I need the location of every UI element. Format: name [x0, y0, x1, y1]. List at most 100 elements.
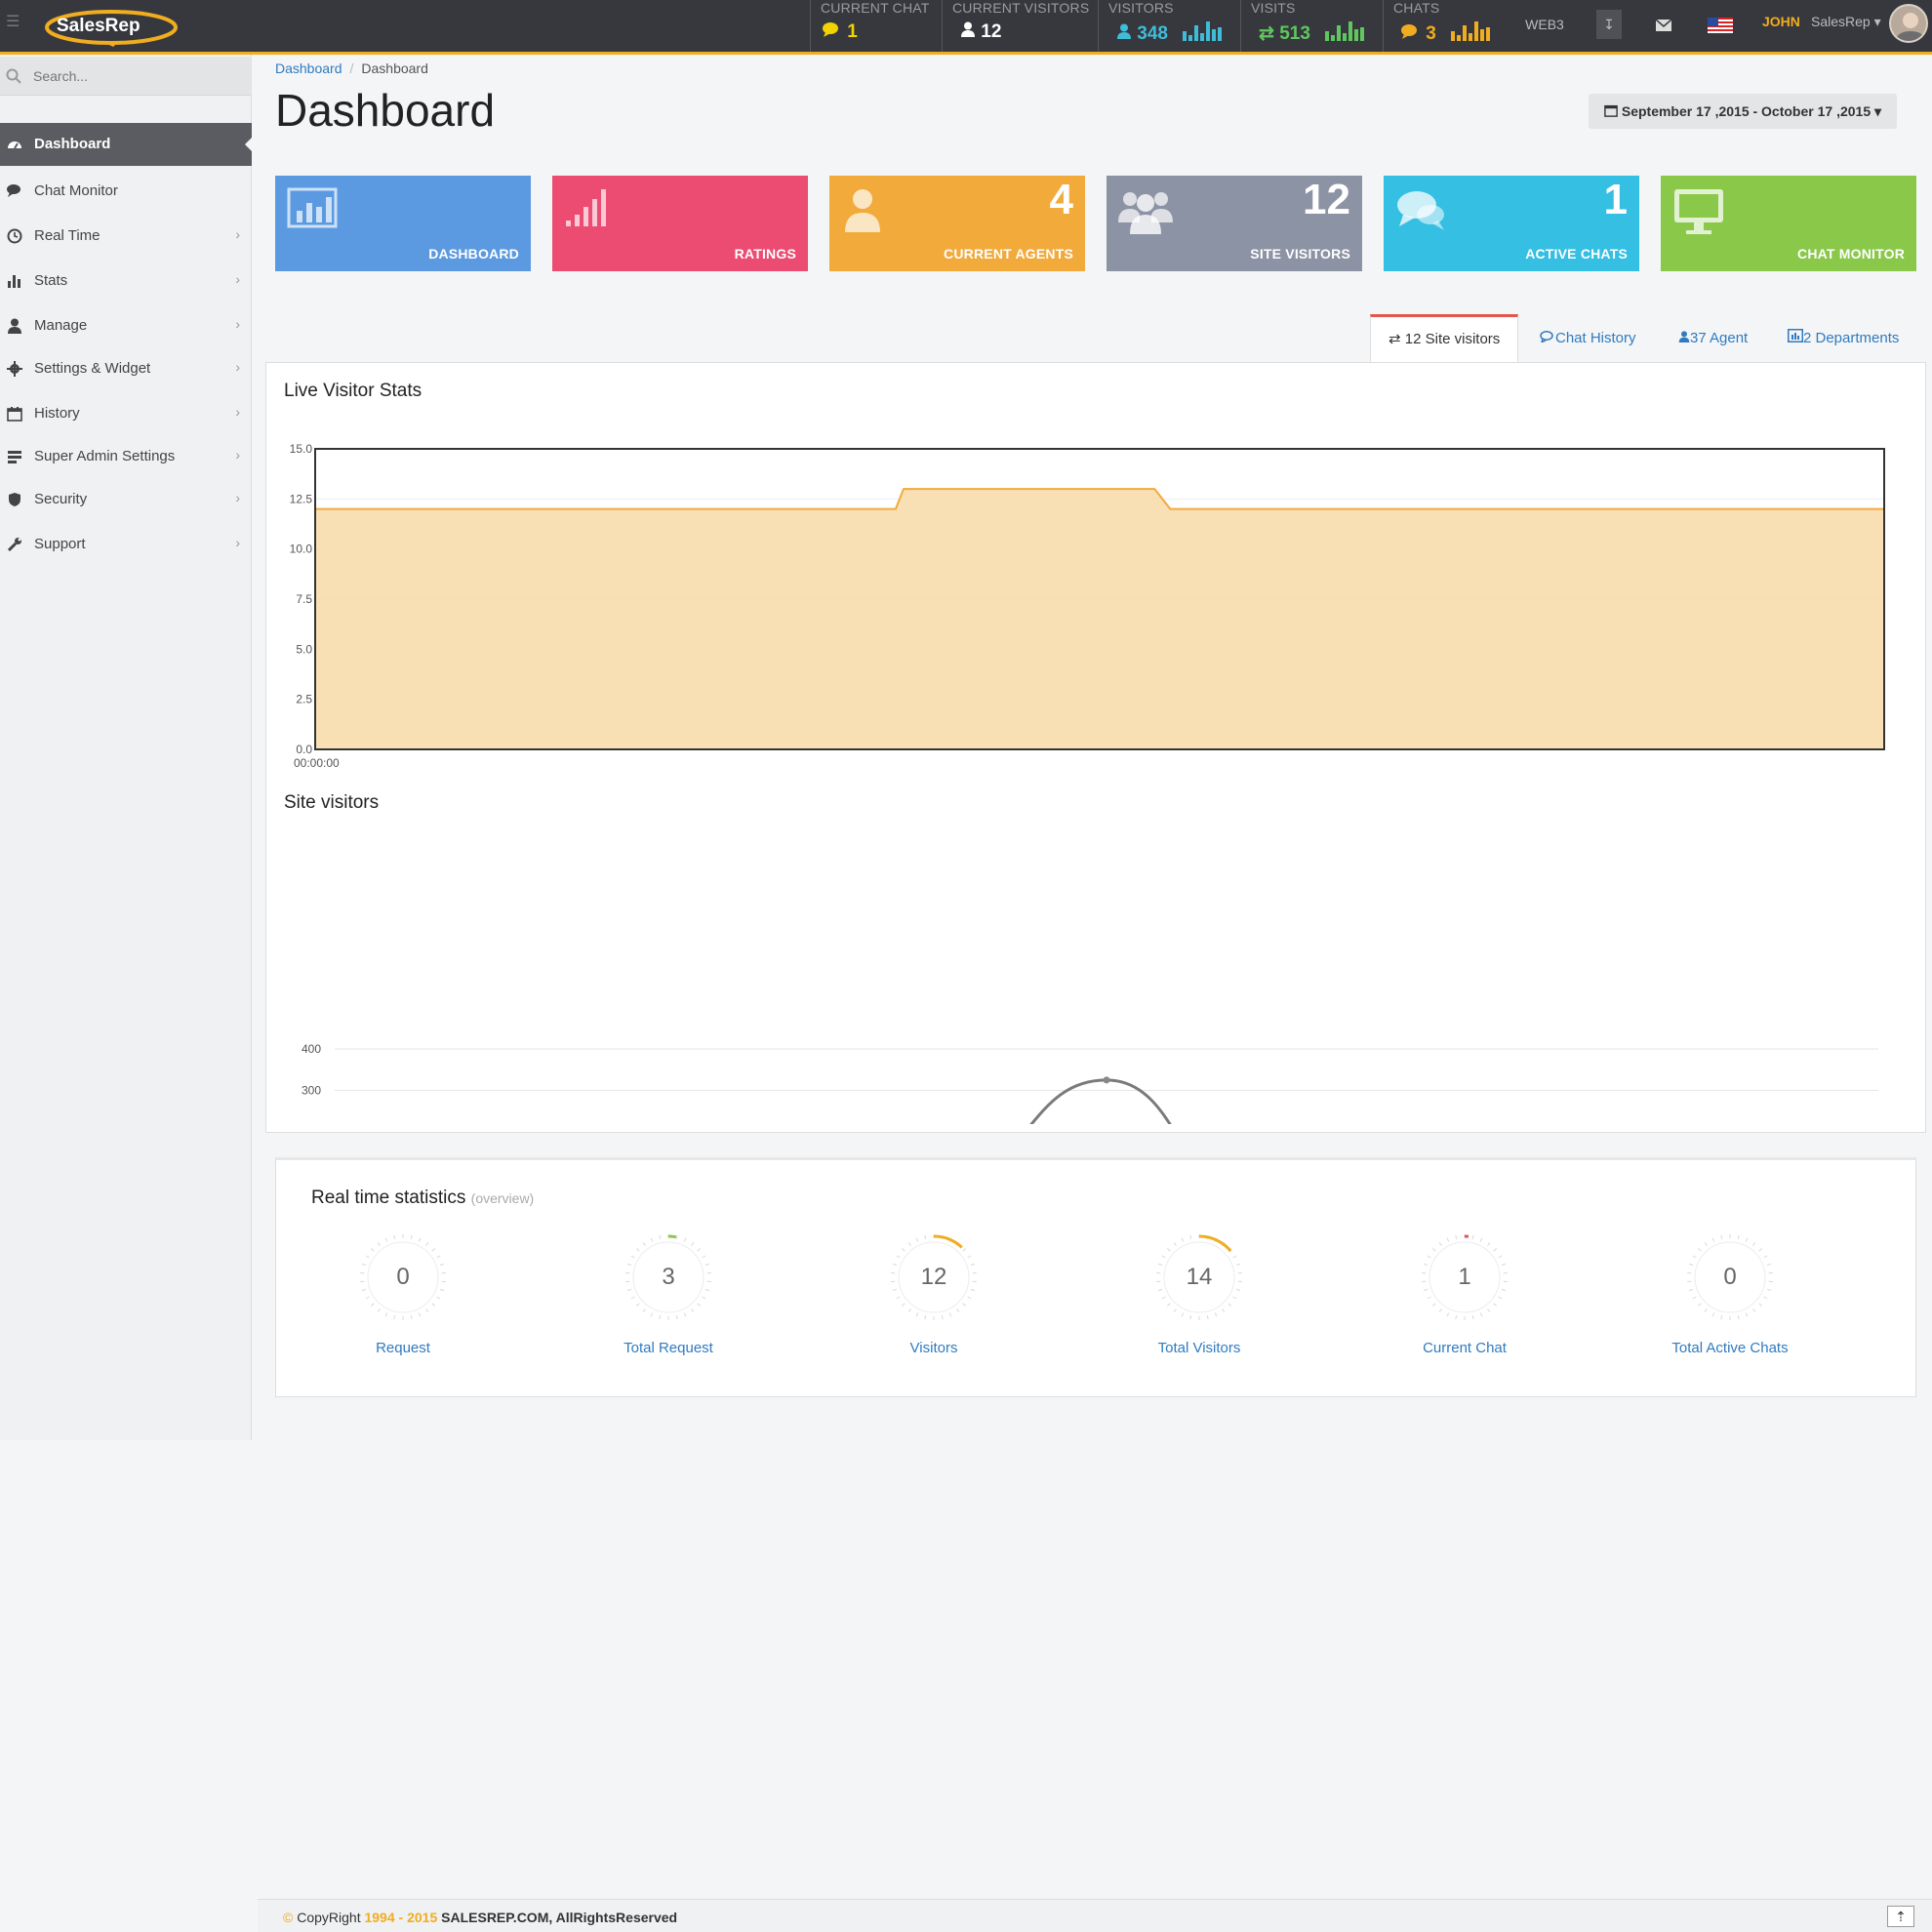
footer: © CopyRight 1994 - 2015 SALESREP.COM, Al…: [258, 1899, 1932, 1932]
sidebar-item-security[interactable]: Security ›: [0, 478, 252, 521]
knob-tick: [1235, 1263, 1241, 1267]
knob-tick: [1446, 1312, 1450, 1317]
tile-site-visitors[interactable]: 12 SITE VISITORS: [1107, 176, 1362, 271]
knob-tick: [1423, 1263, 1429, 1267]
tile-active-chats[interactable]: 1 ACTIVE CHATS: [1384, 176, 1639, 271]
tile-ratings[interactable]: RATINGS: [552, 176, 808, 271]
search-input[interactable]: [31, 64, 236, 88]
knob-label[interactable]: Total Visitors: [1157, 1340, 1241, 1356]
sidebar-item-support[interactable]: Support ›: [0, 523, 252, 566]
knob-label[interactable]: Total Request: [624, 1340, 713, 1356]
knob-tick: [1493, 1303, 1498, 1307]
knob-tick: [418, 1237, 422, 1242]
knob-tick: [361, 1288, 367, 1292]
tab-agents[interactable]: 37 Agent: [1678, 314, 1748, 363]
user-icon: [1116, 23, 1137, 44]
search-icon: [6, 68, 21, 84]
page-title: Dashboard: [275, 85, 496, 136]
sidebar-item-dashboard[interactable]: Dashboard: [0, 123, 253, 166]
stat-current-visitors[interactable]: CURRENT VISITORS 12: [942, 0, 1098, 52]
sidebar-item-chat-monitor[interactable]: Chat Monitor: [0, 170, 252, 213]
tile-current-agents[interactable]: 4 CURRENT AGENTS: [829, 176, 1085, 271]
tile-dashboard[interactable]: DASHBOARD: [275, 176, 531, 271]
knob-tick: [1758, 1248, 1763, 1252]
scroll-to-top-button[interactable]: ⇡: [1887, 1906, 1914, 1927]
copyright-suffix: , AllRightsReserved: [548, 1910, 678, 1925]
knob-tick: [410, 1315, 413, 1320]
comments-icon: [7, 184, 20, 197]
server-label[interactable]: WEB3: [1525, 17, 1564, 32]
knob-tick: [967, 1296, 972, 1300]
knob-tick: [1222, 1308, 1226, 1312]
tile-chat-monitor[interactable]: CHAT MONITOR: [1661, 176, 1916, 271]
knob-tick: [1487, 1242, 1491, 1246]
stat-value: 3: [1426, 23, 1436, 45]
download-icon[interactable]: ↧: [1596, 10, 1622, 39]
user-first-name[interactable]: JOHN: [1762, 14, 1800, 29]
realtime-statistics-panel: Real time statistics (overview) 0 Request…: [275, 1157, 1916, 1397]
knob-label[interactable]: Request: [376, 1340, 430, 1356]
copyright-icon: ©: [283, 1910, 294, 1925]
copyright-prefix: CopyRight: [297, 1910, 361, 1925]
sidebar-item-real-time[interactable]: Real Time ›: [0, 215, 252, 258]
knob-tick: [691, 1242, 695, 1246]
tab-departments[interactable]: 2 Departments: [1788, 314, 1899, 363]
tab-chat-history[interactable]: Chat History: [1540, 314, 1636, 363]
user-menu[interactable]: SalesRep ▾: [1811, 14, 1881, 30]
date-range-button[interactable]: September 17 ,2015 - October 17 ,2015 ▾: [1589, 94, 1897, 129]
sidebar-item-settings-widget[interactable]: Settings & Widget ›: [0, 347, 252, 390]
tab-label: 12 Site visitors: [1404, 331, 1501, 347]
desktop-icon: [1674, 189, 1723, 234]
mini-bars-icon: [1183, 21, 1224, 47]
knob-tick: [1161, 1296, 1166, 1300]
tab-site-visitors[interactable]: ⇄ 12 Site visitors: [1370, 314, 1519, 364]
chevron-right-icon: ›: [235, 271, 240, 287]
comments-icon: [1397, 191, 1444, 230]
knob-tick: [697, 1303, 702, 1307]
tile-number: 12: [1303, 176, 1350, 223]
x-tick-label: 00:00:00: [294, 756, 340, 770]
knob-tick: [675, 1234, 678, 1239]
knob-value: 12: [920, 1264, 947, 1290]
sidebar-item-manage[interactable]: Manage ›: [0, 304, 252, 347]
sidebar-item-super-admin-settings[interactable]: Super Admin Settings ›: [0, 435, 252, 478]
knob-tick: [1766, 1288, 1772, 1292]
knob-face: [1694, 1241, 1766, 1313]
y-tick-label: 2.5: [296, 693, 312, 706]
knob-tick: [970, 1288, 976, 1292]
knob-tick: [384, 1237, 388, 1242]
knob-label[interactable]: Visitors: [909, 1340, 958, 1356]
user-icon: [845, 189, 880, 232]
knob-tick: [1752, 1242, 1756, 1246]
knob-tick: [907, 1308, 911, 1312]
knob-tick: [1235, 1288, 1241, 1292]
sidebar-item-stats[interactable]: Stats ›: [0, 260, 252, 302]
bar-chart-icon: [1788, 329, 1803, 346]
calendar-icon: [1604, 103, 1618, 119]
breadcrumb-link[interactable]: Dashboard: [275, 60, 342, 76]
knob-tick: [697, 1248, 702, 1252]
logo[interactable]: SalesRep: [43, 4, 181, 47]
tab-bar: ⇄ 12 Site visitors Chat History 37 Agent…: [0, 314, 1932, 364]
knob-face: [1429, 1241, 1501, 1313]
stat-visits[interactable]: VISITS ⇄ 513: [1240, 0, 1383, 52]
knob-tick: [907, 1242, 911, 1246]
knob-tick: [370, 1248, 375, 1252]
exchange-icon: ⇄: [1259, 23, 1274, 45]
menu-toggle-icon[interactable]: ☰: [6, 14, 20, 30]
knob-tick: [635, 1248, 640, 1252]
knob-tick: [630, 1296, 635, 1300]
knob-tick: [956, 1308, 960, 1312]
stat-visitors[interactable]: VISITORS 348: [1098, 0, 1240, 52]
avatar[interactable]: [1889, 4, 1928, 43]
list-icon: [8, 451, 21, 463]
envelope-icon[interactable]: [1651, 10, 1676, 39]
knob-tick: [1498, 1255, 1503, 1259]
stat-chats[interactable]: CHATS 3: [1383, 0, 1519, 52]
sidebar-item-history[interactable]: History ›: [0, 392, 252, 435]
stat-current-chat[interactable]: CURRENT CHAT 1: [810, 0, 942, 52]
us-flag-icon[interactable]: [1706, 10, 1735, 39]
knob-tick: [1181, 1312, 1185, 1317]
knob-label[interactable]: Current Chat: [1423, 1340, 1507, 1356]
knob-label[interactable]: Total Active Chats: [1671, 1340, 1789, 1356]
